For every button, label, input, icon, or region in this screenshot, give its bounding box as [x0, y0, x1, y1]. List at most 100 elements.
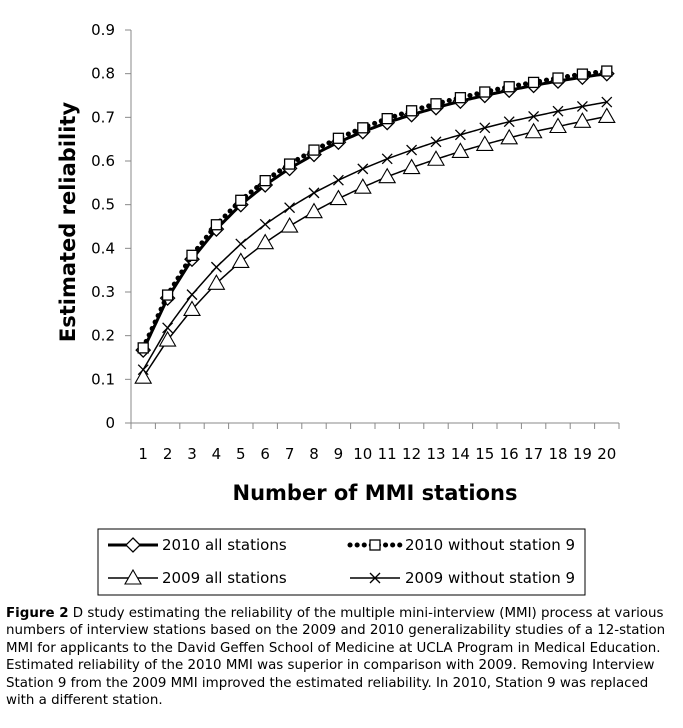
data-point [259, 174, 271, 187]
legend-box [97, 528, 586, 596]
data-point [329, 189, 348, 206]
data-point [137, 342, 149, 354]
x-tick-label: 2 [163, 445, 173, 463]
data-point [280, 216, 299, 233]
data-point [454, 92, 467, 104]
series-2010-without-station-9 [137, 65, 613, 354]
data-point [357, 122, 369, 134]
y-tick-label: 0.7 [91, 108, 115, 126]
data-point [427, 150, 445, 166]
legend-item: 2009 all stations [108, 568, 287, 587]
x-marker-stroke [454, 129, 466, 141]
data-point [528, 111, 540, 122]
data-point [601, 96, 613, 108]
series-2010-all-stations [135, 65, 615, 358]
y-axis-label: Estimated reliability [56, 102, 80, 343]
data-point [231, 252, 250, 268]
legend-label: 2009 all stations [162, 569, 287, 587]
data-point [601, 65, 613, 77]
data-point [576, 68, 589, 80]
data-point [597, 107, 616, 124]
x-tick-label: 16 [500, 445, 519, 463]
y-tick-labels: 0 0.1 0.2 0.3 0.4 0.5 0.6 0.7 0.8 0.9 [91, 21, 115, 432]
y-tick-label: 0 [105, 414, 115, 432]
data-point [207, 274, 226, 290]
data-point [576, 100, 588, 112]
data-point [235, 194, 247, 206]
data-point [479, 122, 491, 134]
x-tick-label: 9 [334, 445, 344, 463]
x-tick-label: 6 [260, 445, 270, 463]
x-tick-label: 11 [378, 445, 397, 463]
x-tick-label: 14 [451, 445, 470, 463]
data-point [308, 144, 320, 156]
x-marker-stroke [186, 289, 198, 301]
data-point [451, 142, 470, 158]
series-line [142, 115, 607, 378]
y-tick-label: 0.5 [91, 196, 115, 214]
x-tick-label: 12 [402, 445, 421, 463]
x-marker-stroke [332, 174, 344, 186]
data-point [524, 122, 543, 139]
legend-swatch-marker [124, 568, 142, 585]
series-layer [134, 65, 616, 384]
x-marker-stroke [357, 163, 369, 175]
data-point [503, 116, 515, 128]
legend-item: 2010 all stations [108, 536, 287, 554]
x-marker-stroke [479, 122, 491, 134]
x-marker-stroke [369, 572, 381, 584]
data-point [186, 249, 198, 261]
y-tick-label: 0.8 [91, 65, 115, 83]
legend-item: 2009 without station 9 [350, 569, 575, 587]
data-point [284, 202, 296, 214]
x-marker-stroke [406, 144, 418, 156]
data-point [235, 238, 247, 250]
y-tick-label: 0.2 [91, 327, 115, 345]
data-point [357, 163, 369, 175]
data-point [552, 72, 564, 84]
caption-text: D study estimating the reliability of th… [6, 606, 666, 709]
data-point [430, 136, 442, 148]
legend: 2010 all stations 2010 without station 9 2… [97, 528, 586, 596]
y-tick-label: 0.9 [91, 21, 115, 39]
data-point [552, 105, 564, 117]
legend-label: 2010 all stations [162, 536, 287, 554]
x-tick-label: 18 [548, 445, 567, 463]
data-point [430, 98, 442, 110]
data-point [283, 158, 296, 170]
data-point [186, 289, 198, 301]
x-tick-label: 19 [573, 445, 592, 463]
x-tick-label: 3 [187, 445, 197, 463]
data-point [332, 174, 344, 186]
x-marker-stroke [284, 202, 296, 214]
data-point [549, 117, 567, 134]
x-marker-stroke [137, 364, 149, 376]
x-tick-label: 15 [475, 445, 494, 463]
data-point [308, 187, 320, 199]
figure-caption: Figure 2 D study estimating the reliabil… [6, 605, 678, 709]
data-point [479, 86, 491, 98]
data-point [503, 81, 515, 93]
x-marker-stroke [259, 218, 271, 230]
x-tick-label: 17 [524, 445, 543, 463]
x-marker-stroke [308, 187, 320, 199]
x-tick-label: 10 [353, 445, 372, 463]
x-tick-label: 13 [426, 445, 445, 463]
data-point [162, 322, 174, 334]
x-tick-label: 1 [138, 445, 148, 463]
data-point [210, 261, 222, 273]
x-marker-stroke [162, 322, 174, 334]
data-point [305, 202, 323, 219]
x-marker-stroke [235, 238, 247, 250]
x-tick-label: 4 [212, 445, 222, 463]
y-tick-label: 0.6 [91, 152, 115, 170]
x-marker-stroke [528, 111, 540, 122]
y-tick-label: 0.4 [91, 239, 115, 257]
series-2009-without-station-9 [137, 96, 613, 376]
data-point [256, 233, 275, 250]
reliability-chart: 00.10.20.30.40.50.60.70.80.9 1 2 3 4 5 6 7 8 9 10… [56, 21, 620, 596]
data-point [381, 153, 393, 165]
caption-label: Figure 2 [6, 606, 69, 621]
data-point [573, 112, 592, 128]
data-point [183, 300, 201, 317]
